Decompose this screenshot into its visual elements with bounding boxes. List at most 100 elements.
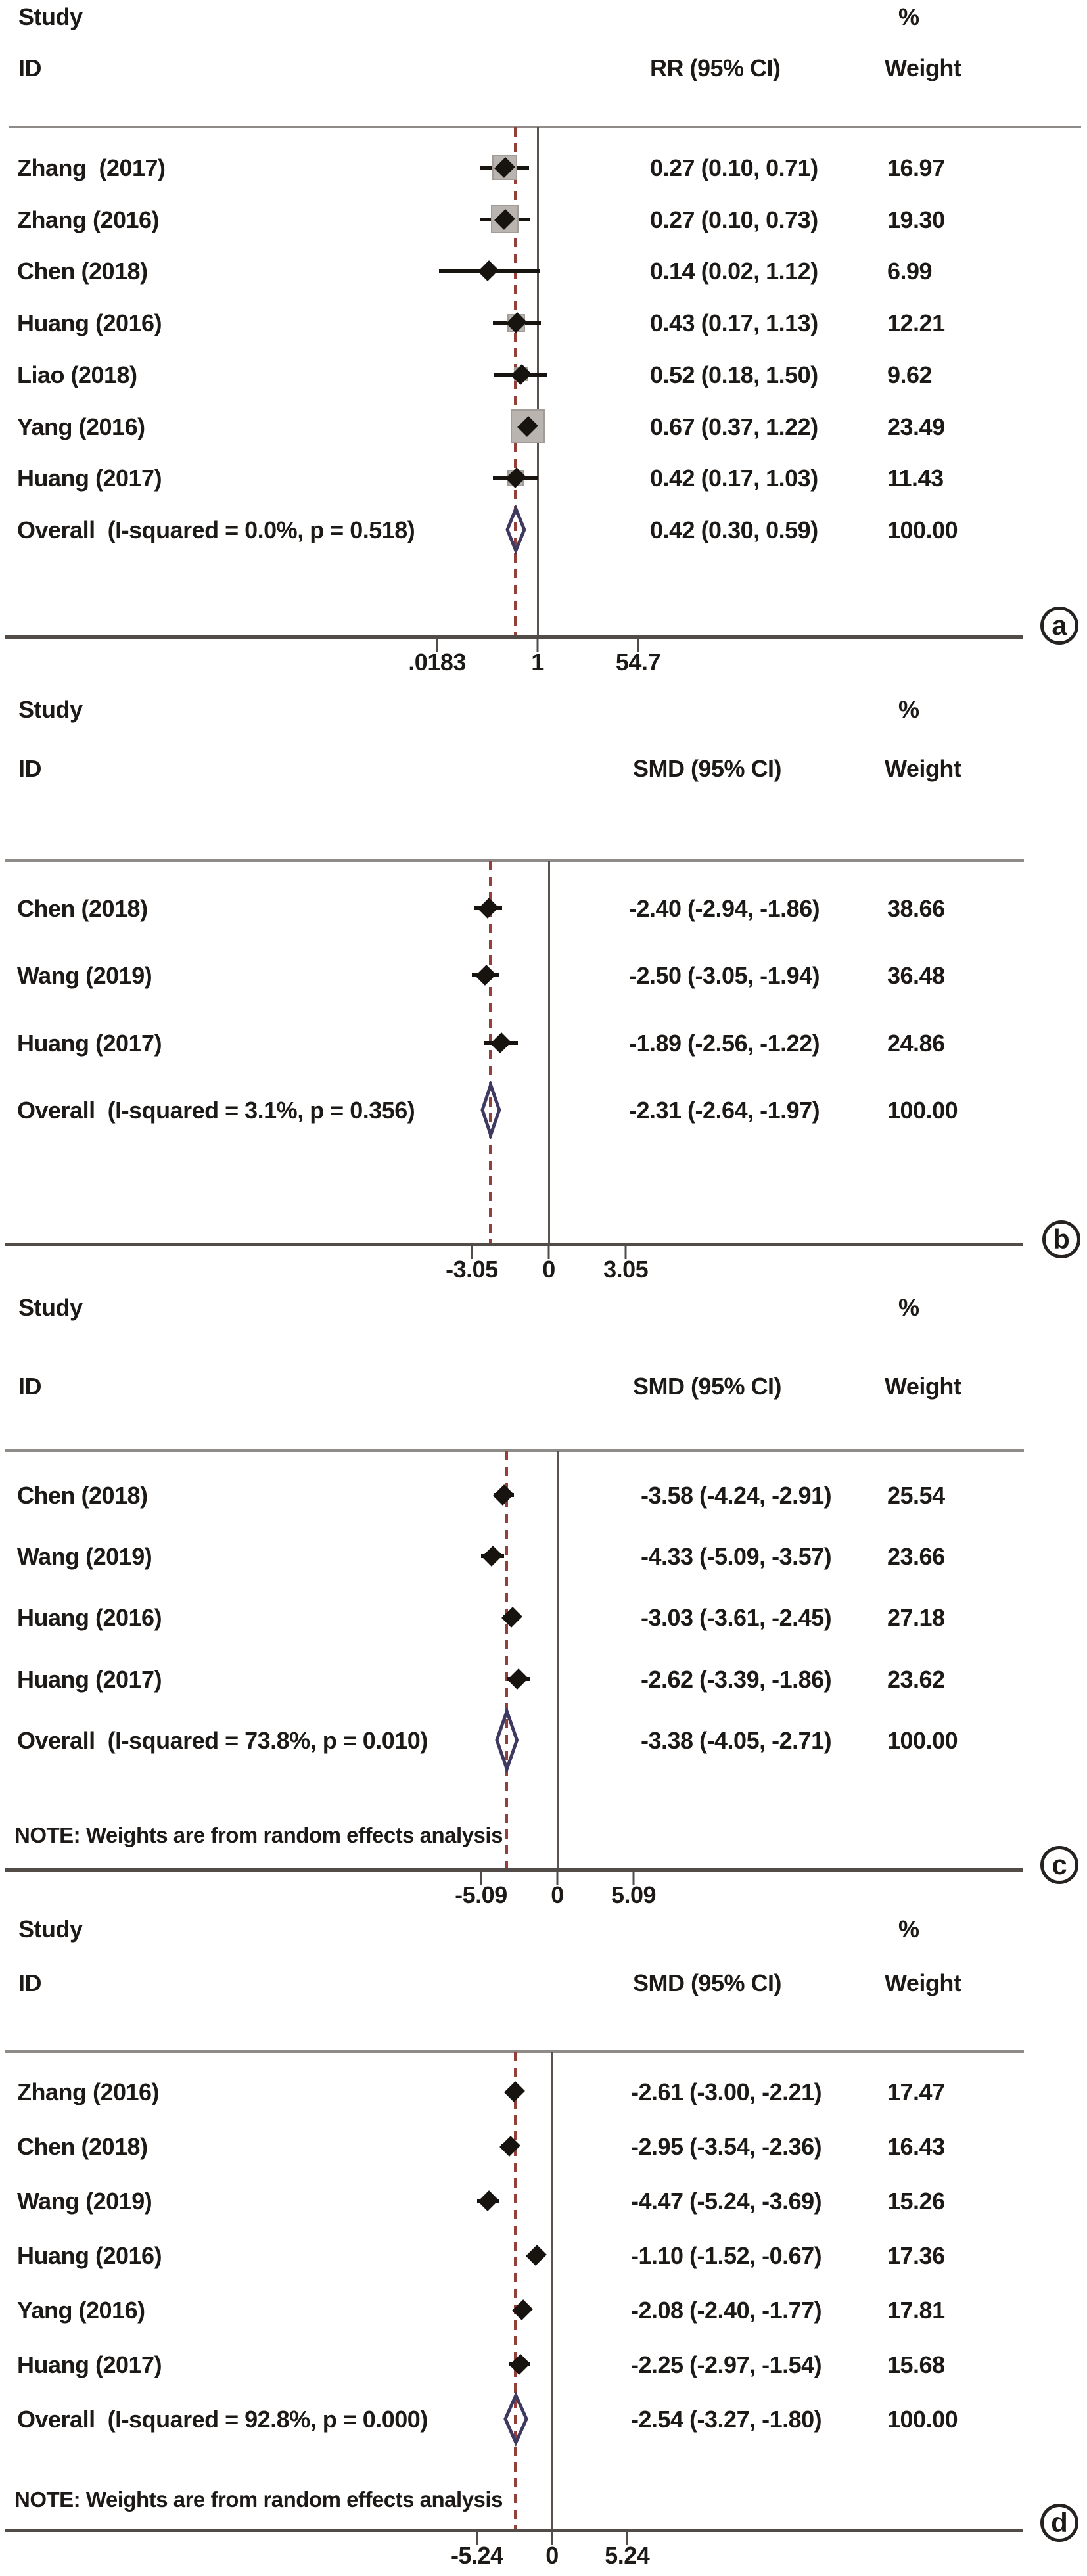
overall-estimate-dashed-line xyxy=(514,2052,518,2529)
x-axis-tick xyxy=(556,1872,559,1885)
header-rule xyxy=(5,1449,1024,1452)
weight-value: 16.43 xyxy=(887,2133,945,2160)
column-header-study: Study xyxy=(18,1916,83,1943)
null-effect-line xyxy=(551,2052,553,2529)
weight-value: 19.30 xyxy=(887,206,945,233)
x-axis-tick-label: 1 xyxy=(531,649,544,676)
x-axis-tick-label: 3.05 xyxy=(603,1256,649,1283)
point-estimate-marker xyxy=(477,2190,499,2211)
column-header-id: ID xyxy=(18,1969,42,1996)
study-row-label: Wang (2019) xyxy=(17,1543,152,1571)
effect-ci-value: -2.62 (-3.39, -1.86) xyxy=(641,1665,832,1693)
weight-value: 9.62 xyxy=(887,361,933,388)
column-header-percent: % xyxy=(898,3,919,30)
point-estimate-marker xyxy=(504,2081,526,2102)
study-row-label: Huang (2017) xyxy=(17,465,162,492)
x-axis-tick xyxy=(626,2532,628,2545)
x-axis-tick xyxy=(551,2532,553,2545)
column-header-study: Study xyxy=(18,3,83,30)
panel-letter-b: b xyxy=(1042,1220,1080,1258)
weight-value: 15.68 xyxy=(887,2351,945,2378)
point-estimate-marker xyxy=(475,965,496,986)
column-header-id: ID xyxy=(18,755,42,782)
study-row-label: Huang (2016) xyxy=(17,310,162,337)
x-axis-tick-label: 5.24 xyxy=(605,2542,650,2569)
column-header-weight: Weight xyxy=(885,1969,961,1996)
weight-value: 36.48 xyxy=(887,962,945,990)
column-header-effect: SMD (95% CI) xyxy=(633,755,782,782)
column-header-id: ID xyxy=(18,1373,42,1400)
column-header-weight: Weight xyxy=(885,55,961,81)
x-axis-tick-label: 5.09 xyxy=(611,1881,657,1908)
study-row-label: Zhang (2017) xyxy=(17,154,166,181)
weight-value: 100.00 xyxy=(887,1097,958,1124)
column-header-id: ID xyxy=(18,55,42,81)
overall-estimate-dashed-line xyxy=(488,861,492,1243)
column-header-percent: % xyxy=(898,696,919,723)
header-rule xyxy=(5,2050,1024,2053)
effect-ci-value: 0.27 (0.10, 0.71) xyxy=(650,154,818,181)
overall-row-label: Overall (I-squared = 3.1%, p = 0.356) xyxy=(17,1097,415,1124)
study-row-label: Huang (2017) xyxy=(17,2351,162,2378)
column-header-weight: Weight xyxy=(885,1373,961,1400)
effect-ci-value: 0.67 (0.37, 1.22) xyxy=(650,413,818,440)
weight-value: 23.62 xyxy=(887,1665,945,1693)
weight-value: 17.36 xyxy=(887,2242,945,2269)
effect-ci-value: -4.47 (-5.24, -3.69) xyxy=(631,2188,822,2215)
x-axis-tick xyxy=(637,639,639,652)
panel-letter-a: a xyxy=(1040,607,1078,645)
column-header-effect: SMD (95% CI) xyxy=(633,1373,782,1400)
point-estimate-marker xyxy=(526,2245,547,2266)
random-effects-note: NOTE: Weights are from random effects an… xyxy=(14,1823,503,1847)
point-estimate-marker xyxy=(509,2354,530,2375)
study-row-label: Chen (2018) xyxy=(17,2133,148,2160)
x-axis-tick xyxy=(536,639,539,652)
effect-ci-value: -1.89 (-2.56, -1.22) xyxy=(629,1029,820,1057)
x-axis-tick xyxy=(547,1246,550,1259)
weight-value: 12.21 xyxy=(887,310,945,337)
x-axis-tick-label: 0 xyxy=(551,1881,564,1908)
weight-value: 16.97 xyxy=(887,154,945,181)
overall-estimate-dashed-line xyxy=(505,1451,509,1868)
effect-ci-value: -3.58 (-4.24, -2.91) xyxy=(641,1482,832,1509)
weight-value: 100.00 xyxy=(887,516,958,543)
column-header-percent: % xyxy=(898,1916,919,1943)
weight-value: 6.99 xyxy=(887,258,933,285)
weight-value: 23.66 xyxy=(887,1543,945,1571)
x-axis-tick xyxy=(436,639,438,652)
effect-ci-value: -2.31 (-2.64, -1.97) xyxy=(629,1097,820,1124)
panel-letter-c: c xyxy=(1040,1846,1078,1884)
overall-row-label: Overall (I-squared = 0.0%, p = 0.518) xyxy=(17,516,415,543)
effect-ci-value: 0.42 (0.30, 0.59) xyxy=(650,516,818,543)
effect-ci-value: 0.52 (0.18, 1.50) xyxy=(650,361,818,388)
effect-ci-value: -2.50 (-3.05, -1.94) xyxy=(629,962,820,990)
study-row-label: Huang (2017) xyxy=(17,1029,162,1057)
x-axis-line xyxy=(5,1243,1023,1246)
effect-ci-value: 0.43 (0.17, 1.13) xyxy=(650,310,818,337)
effect-ci-value: -2.25 (-2.97, -1.54) xyxy=(631,2351,822,2378)
study-row-label: Huang (2016) xyxy=(17,1604,162,1632)
effect-ci-value: -2.54 (-3.27, -1.80) xyxy=(631,2406,822,2433)
study-row-label: Huang (2016) xyxy=(17,2242,162,2269)
effect-ci-value: -4.33 (-5.09, -3.57) xyxy=(641,1543,832,1571)
null-effect-line xyxy=(556,1451,559,1868)
overall-estimate-dashed-line xyxy=(514,127,518,635)
study-row-label: Chen (2018) xyxy=(17,1482,148,1509)
overall-summary-diamond xyxy=(501,2391,530,2447)
column-header-study: Study xyxy=(18,1294,83,1321)
study-row-label: Liao (2018) xyxy=(17,361,137,388)
x-axis-tick-label: 54.7 xyxy=(615,649,661,676)
study-row-label: Chen (2018) xyxy=(17,895,148,922)
weight-value: 17.47 xyxy=(887,2079,945,2105)
study-row-label: Yang (2016) xyxy=(17,2297,145,2324)
effect-ci-value: 0.42 (0.17, 1.03) xyxy=(650,465,818,492)
overall-summary-diamond xyxy=(503,504,528,555)
x-axis-tick-label: .0183 xyxy=(408,649,466,676)
weight-value: 23.49 xyxy=(887,413,945,440)
effect-ci-value: -3.03 (-3.61, -2.45) xyxy=(641,1604,832,1632)
point-estimate-marker xyxy=(493,1484,515,1506)
effect-ci-value: 0.27 (0.10, 0.73) xyxy=(650,206,818,233)
point-estimate-marker xyxy=(490,1032,512,1053)
weight-value: 17.81 xyxy=(887,2297,945,2324)
